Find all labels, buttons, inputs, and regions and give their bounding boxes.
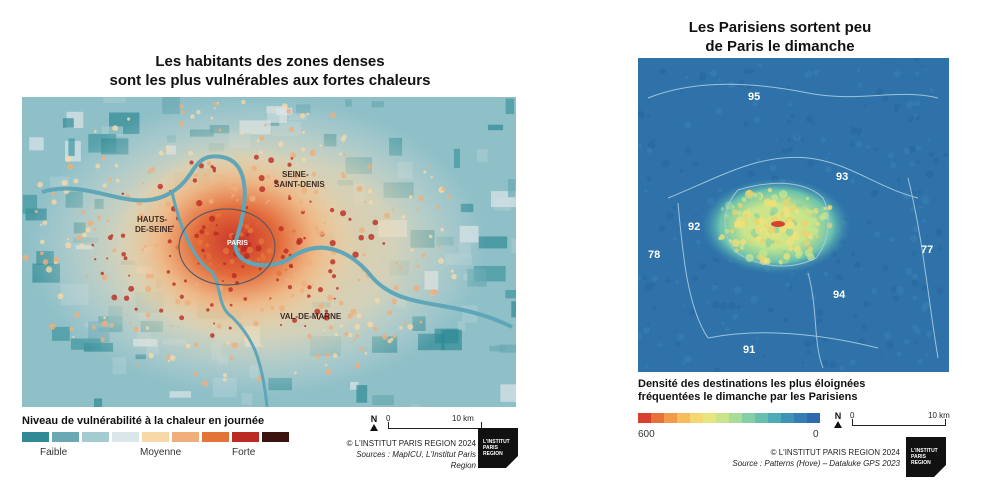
left-legend-title: Niveau de vulnérabilité à la chaleur en … bbox=[22, 415, 265, 427]
legend-swatch-4 bbox=[677, 413, 690, 423]
right-panel: Les Parisiens sortent peu de Paris le di… bbox=[600, 0, 1000, 491]
scale-zero: 0 bbox=[850, 411, 855, 420]
right-scale-bar: 0 10 km bbox=[850, 411, 950, 427]
right-title-line2: de Paris le dimanche bbox=[705, 38, 855, 55]
legend-label-faible: Faible bbox=[40, 447, 68, 458]
left-title-line1: Les habitants des zones denses bbox=[155, 53, 385, 70]
left-title-line2: sont les plus vulnérables aux fortes cha… bbox=[109, 72, 431, 89]
label-seine-saint-denis: SEINE- bbox=[282, 170, 309, 179]
left-sources: Sources : MapICU, L'Institut Paris Regio… bbox=[356, 450, 476, 470]
legend-swatch-8 bbox=[729, 413, 742, 423]
legend-swatch-5 bbox=[142, 432, 169, 442]
right-legend-title-line2: fréquentées le dimanche par les Parisien… bbox=[638, 391, 858, 403]
legend-swatch-3 bbox=[82, 432, 109, 442]
legend-swatch-7 bbox=[716, 413, 729, 423]
left-panel: Les habitants des zones denses sont les … bbox=[20, 52, 520, 471]
legend-swatch-9 bbox=[262, 432, 289, 442]
legend-swatch-9 bbox=[742, 413, 755, 423]
north-arrow-icon bbox=[834, 421, 842, 428]
legend-swatch-2 bbox=[651, 413, 664, 423]
north-arrow-icon bbox=[370, 424, 378, 431]
legend-swatch-14 bbox=[807, 413, 820, 423]
right-institut-logo: L'INSTITUT PARIS REGION bbox=[906, 437, 946, 477]
scale-zero: 0 bbox=[386, 414, 391, 423]
seine-river bbox=[41, 154, 513, 329]
legend-swatch-10 bbox=[755, 413, 768, 423]
density-map-canvas: 95 93 92 78 77 94 91 bbox=[638, 58, 949, 372]
legend-swatch-8 bbox=[232, 432, 259, 442]
left-scale-bar: 0 10 km bbox=[386, 414, 496, 430]
right-sources: Source : Patterns (Hove) – Dataluke GPS … bbox=[732, 459, 900, 468]
legend-swatch-2 bbox=[52, 432, 79, 442]
label-seine-saint-denis-2: SAINT-DENIS bbox=[274, 180, 325, 189]
left-credits: © L'INSTITUT PARIS REGION 2024 Sources :… bbox=[336, 438, 476, 471]
legend-swatch-3 bbox=[664, 413, 677, 423]
legend-swatch-13 bbox=[794, 413, 807, 423]
dept-78: 78 bbox=[648, 249, 660, 261]
heat-vulnerability-map[interactable]: SEINE- SAINT-DENIS HAUTS- DE-SEINE PARIS… bbox=[22, 97, 516, 407]
left-north-arrow: N bbox=[370, 414, 378, 431]
legend-swatch-5 bbox=[690, 413, 703, 423]
dept-92: 92 bbox=[688, 221, 700, 233]
right-copyright: © L'INSTITUT PARIS REGION 2024 bbox=[770, 448, 900, 457]
sunday-destinations-map[interactable]: 95 93 92 78 77 94 91 bbox=[638, 58, 949, 372]
label-hauts-de-seine-2: DE-SEINE bbox=[135, 225, 173, 234]
dept-91: 91 bbox=[743, 344, 755, 356]
scale-line bbox=[388, 422, 482, 429]
dept-77: 77 bbox=[921, 244, 933, 256]
right-credits: © L'INSTITUT PARIS REGION 2024 Source : … bbox=[710, 447, 900, 469]
right-legend-title-line1: Densité des destinations les plus éloign… bbox=[638, 378, 866, 390]
left-map-title: Les habitants des zones denses sont les … bbox=[20, 52, 520, 90]
legend-swatch-7 bbox=[202, 432, 229, 442]
legend-label-forte: Forte bbox=[232, 447, 256, 458]
scale-line bbox=[852, 419, 946, 426]
dept-93: 93 bbox=[836, 171, 848, 183]
legend-swatch-11 bbox=[768, 413, 781, 423]
legend-swatch-4 bbox=[112, 432, 139, 442]
right-legend-bar bbox=[638, 413, 820, 423]
dept-95: 95 bbox=[748, 91, 760, 103]
legend-label-0: 0 bbox=[813, 429, 819, 440]
legend-label-600: 600 bbox=[638, 429, 655, 440]
legend-swatch-6 bbox=[703, 413, 716, 423]
marne-river bbox=[170, 191, 269, 407]
legend-label-moyenne: Moyenne bbox=[140, 447, 182, 458]
right-north-arrow: N bbox=[834, 411, 842, 428]
label-paris: PARIS bbox=[227, 240, 248, 247]
left-legend-bar bbox=[22, 432, 289, 442]
legend-swatch-1 bbox=[22, 432, 49, 442]
right-legend-title: Densité des destinations les plus éloign… bbox=[638, 378, 865, 404]
left-copyright: © L'INSTITUT PARIS REGION 2024 bbox=[346, 439, 476, 448]
scale-max: 10 km bbox=[452, 414, 474, 423]
label-hauts-de-seine: HAUTS- bbox=[137, 215, 168, 224]
legend-swatch-6 bbox=[172, 432, 199, 442]
right-title-line1: Les Parisiens sortent peu bbox=[688, 19, 872, 36]
legend-swatch-12 bbox=[781, 413, 794, 423]
left-institut-logo: L'INSTITUT PARIS REGION bbox=[478, 428, 518, 468]
heat-map-canvas: SEINE- SAINT-DENIS HAUTS- DE-SEINE PARIS… bbox=[22, 97, 516, 407]
label-val-de-marne: VAL-DE-MARNE bbox=[280, 312, 342, 321]
scale-max: 10 km bbox=[928, 411, 950, 420]
dept-94: 94 bbox=[833, 289, 846, 301]
right-map-title: Les Parisiens sortent peu de Paris le di… bbox=[610, 18, 950, 56]
legend-swatch-1 bbox=[638, 413, 651, 423]
